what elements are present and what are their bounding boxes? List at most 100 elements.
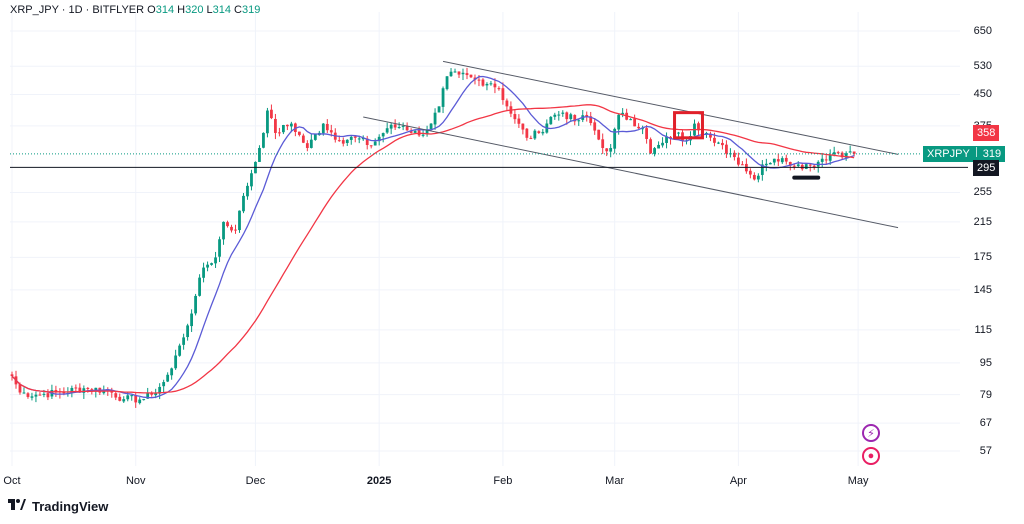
candle[interactable] [130, 394, 134, 401]
candle[interactable] [740, 161, 744, 166]
channel-lower[interactable] [363, 116, 899, 229]
candle[interactable] [134, 391, 138, 408]
candle[interactable] [465, 67, 469, 80]
candle[interactable] [142, 398, 146, 401]
candle[interactable] [657, 141, 660, 149]
candle[interactable] [226, 220, 229, 228]
candle[interactable] [381, 132, 385, 143]
candle[interactable] [605, 148, 609, 157]
candle[interactable] [429, 123, 433, 130]
candle[interactable] [529, 135, 533, 140]
candle[interactable] [405, 122, 409, 131]
candle[interactable] [597, 129, 601, 141]
candle[interactable] [505, 98, 509, 111]
candle[interactable] [485, 82, 489, 91]
candle[interactable] [525, 128, 529, 141]
symbol-line[interactable]: XRP_JPY · 1D · BITFLYER [10, 4, 145, 16]
tradingview-brand[interactable]: TradingView [8, 499, 108, 514]
candle[interactable] [717, 141, 720, 145]
candle[interactable] [824, 155, 828, 165]
candle[interactable] [561, 110, 565, 117]
candle[interactable] [190, 309, 193, 332]
candle[interactable] [697, 121, 700, 137]
candle[interactable] [349, 135, 353, 145]
candle[interactable] [230, 224, 233, 233]
candle[interactable] [581, 110, 585, 123]
candle[interactable] [816, 160, 820, 173]
candle[interactable] [533, 129, 537, 140]
resistance-box[interactable] [673, 111, 704, 140]
candle[interactable] [178, 343, 182, 357]
candle[interactable] [784, 154, 788, 165]
candle[interactable] [82, 385, 86, 399]
candle[interactable] [309, 134, 313, 149]
candle[interactable] [353, 135, 357, 143]
candle[interactable] [752, 172, 756, 181]
candle[interactable] [461, 68, 465, 81]
candle[interactable] [345, 139, 349, 147]
candle[interactable] [445, 76, 449, 91]
candle[interactable] [234, 224, 237, 234]
candle[interactable] [305, 140, 309, 152]
candle[interactable] [202, 262, 205, 283]
candle[interactable] [457, 71, 461, 78]
candle[interactable] [218, 236, 221, 262]
candle[interactable] [301, 133, 305, 144]
record-icon[interactable]: ● [862, 447, 880, 465]
candle[interactable] [501, 82, 505, 105]
candle[interactable] [760, 160, 764, 181]
candle[interactable] [385, 122, 389, 134]
candle[interactable] [38, 392, 42, 396]
candle[interactable] [266, 107, 269, 138]
candle[interactable] [796, 161, 800, 168]
candle[interactable] [198, 274, 201, 297]
candle[interactable] [677, 131, 680, 137]
candle[interactable] [425, 125, 429, 137]
candle[interactable] [521, 123, 525, 135]
candle[interactable] [665, 132, 668, 149]
candle[interactable] [94, 387, 98, 398]
candle[interactable] [609, 144, 613, 158]
candle[interactable] [262, 132, 265, 149]
candle[interactable] [250, 169, 253, 191]
candle[interactable] [453, 68, 457, 73]
candle[interactable] [182, 333, 186, 350]
candle[interactable] [593, 118, 597, 135]
candle[interactable] [517, 114, 521, 128]
candle[interactable] [58, 388, 62, 399]
channel-upper[interactable] [442, 60, 899, 155]
candle[interactable] [601, 133, 605, 155]
candle[interactable] [549, 115, 553, 125]
candle[interactable] [709, 131, 712, 142]
candle[interactable] [625, 108, 629, 121]
candle[interactable] [513, 109, 517, 124]
candle[interactable] [214, 251, 217, 268]
candle[interactable] [736, 152, 740, 167]
candle[interactable] [725, 140, 728, 158]
candle[interactable] [274, 113, 277, 140]
candle[interactable] [633, 114, 637, 127]
candle[interactable] [645, 125, 648, 144]
candle[interactable] [541, 129, 545, 136]
candle[interactable] [744, 158, 748, 174]
candle[interactable] [166, 372, 170, 383]
candle[interactable] [820, 152, 824, 168]
candle[interactable] [848, 145, 852, 153]
candle[interactable] [748, 168, 752, 179]
candle[interactable] [729, 148, 732, 158]
candle[interactable] [194, 293, 197, 316]
candle[interactable] [285, 124, 289, 131]
candle[interactable] [557, 110, 561, 121]
candle[interactable] [174, 349, 178, 370]
candle[interactable] [389, 122, 393, 135]
candle[interactable] [497, 86, 501, 91]
candle[interactable] [122, 396, 126, 403]
candle[interactable] [589, 111, 593, 126]
candle[interactable] [210, 262, 213, 266]
candle[interactable] [441, 86, 445, 114]
candle[interactable] [341, 137, 345, 147]
candle[interactable] [437, 106, 441, 113]
candle[interactable] [705, 131, 708, 138]
candle[interactable] [469, 74, 473, 79]
